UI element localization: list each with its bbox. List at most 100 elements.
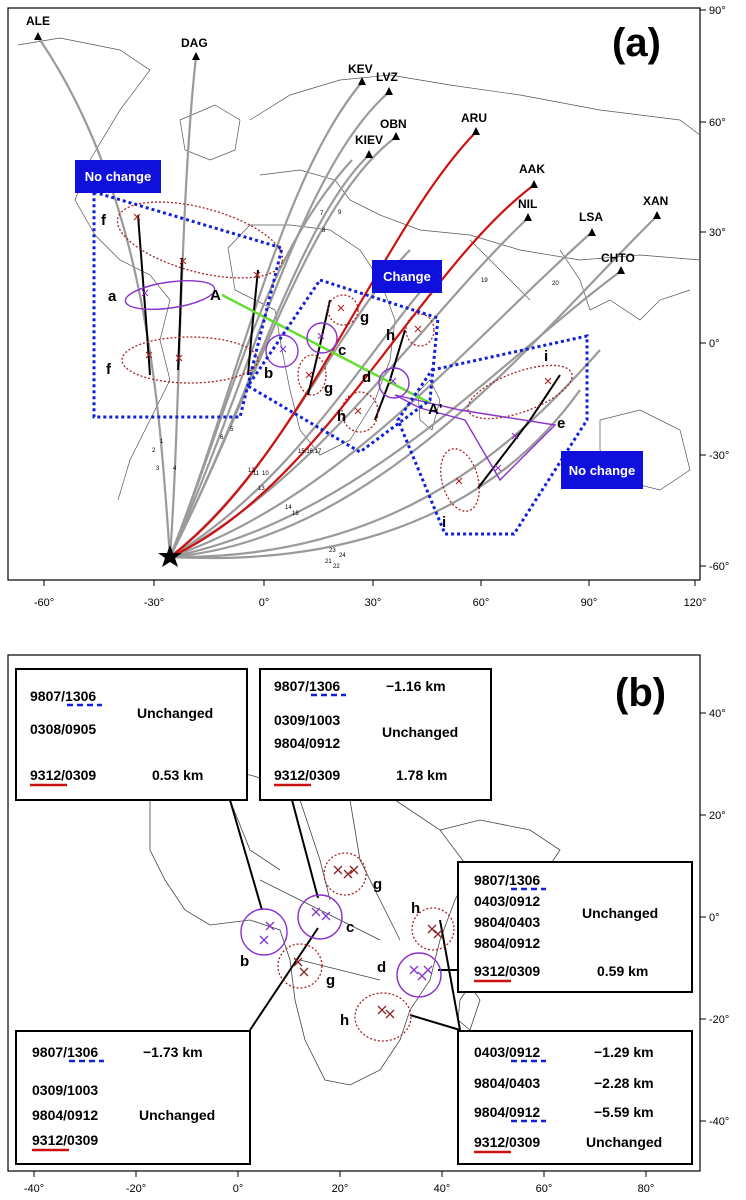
- lat-tick: 20°: [709, 810, 726, 822]
- info-box-b-region: 9807/1306 Unchanged 0308/0905 9312/0309 …: [15, 668, 248, 801]
- box-value: −1.16 km: [386, 678, 446, 694]
- dotted-ellipses-b: [277, 852, 455, 1042]
- badge-label: Change: [383, 269, 431, 284]
- path-number: 18: [292, 511, 299, 517]
- box-value: −1.29 km: [594, 1044, 654, 1060]
- badge-label: No change: [569, 463, 635, 478]
- info-box-h-region: 0403/0912 −1.29 km 9804/0403 −2.28 km 98…: [457, 1030, 693, 1165]
- region-boxes-a: [92, 189, 589, 536]
- region-label: a: [108, 288, 117, 305]
- badge-no-change-left: No change: [75, 160, 161, 193]
- lon-tick: 0°: [259, 597, 270, 609]
- path-s4: [169, 269, 441, 558]
- path-number: 10: [262, 471, 269, 477]
- info-box-c-region: 9807/1306 −1.16 km 0309/1003 Unchanged 9…: [259, 668, 492, 801]
- box-value: −2.28 km: [594, 1075, 654, 1091]
- region-label: e: [557, 415, 565, 432]
- station-label: KIEV: [355, 133, 383, 147]
- box-row-label: 9312/0309: [30, 767, 96, 783]
- box-row-label: 0309/1003: [274, 712, 340, 728]
- region-label: b: [264, 365, 273, 382]
- station-label: DAG: [181, 36, 208, 50]
- region-label: h: [340, 1012, 349, 1029]
- path-number: 4: [173, 466, 177, 472]
- region-label: g: [326, 972, 335, 989]
- path-number: 19: [481, 278, 488, 284]
- region-label: i: [442, 514, 446, 531]
- station-label: KEV: [348, 62, 373, 76]
- lon-tick: 0°: [233, 1183, 244, 1195]
- lat-tick-labels-a: 90° 60° 30° 0° -30° -60°: [709, 5, 729, 573]
- station-label: LSA: [579, 210, 603, 224]
- lon-tick: 40°: [434, 1183, 451, 1195]
- path-lvz: [168, 91, 390, 558]
- lon-tick: 60°: [536, 1183, 553, 1195]
- path-ale: [37, 36, 172, 558]
- lon-tick: -20°: [126, 1183, 146, 1195]
- region-label: d: [362, 369, 371, 386]
- lat-tick: 0°: [709, 912, 720, 924]
- box-row-label: 9804/0912: [32, 1107, 98, 1123]
- box-row-label: 0403/0912: [474, 893, 540, 909]
- region-label: f: [106, 361, 112, 378]
- box-row-label: 9804/0912: [474, 935, 540, 951]
- box-value: 1.78 km: [396, 767, 447, 783]
- region-label: d: [377, 959, 386, 976]
- path-number: 22: [333, 564, 340, 570]
- profile-line-a-a-prime: [221, 293, 431, 405]
- lat-tick: 60°: [709, 117, 726, 129]
- crosses-purple-b: [259, 907, 433, 981]
- region-label: h: [411, 900, 420, 917]
- panel-label-a: (a): [612, 21, 661, 65]
- box-row-label: 9807/1306: [474, 872, 540, 888]
- station-markers: [34, 32, 661, 274]
- panel-b: -40° -20° 0° 20° 40° 60° 80° 40° 20° 0° …: [7, 654, 729, 1195]
- box-row-label: 9807/1306: [30, 688, 96, 704]
- box-value: 0.59 km: [597, 963, 648, 979]
- region-label: A: [210, 287, 221, 304]
- path-s1: [169, 349, 601, 559]
- path-lsa: [169, 231, 593, 559]
- purple-regions-a: [124, 279, 557, 482]
- lat-tick: 0°: [709, 338, 720, 350]
- station-label: CHTO: [601, 251, 635, 265]
- path-number: 13: [258, 486, 265, 492]
- lon-tick-labels-b: -40° -20° 0° 20° 40° 60° 80°: [24, 1183, 654, 1195]
- region-label: c: [338, 342, 346, 359]
- path-numbers: 1 2 3 4 5 6 7 8 9 10 11 12 13 14 15,16,1…: [152, 210, 559, 570]
- path-number: 15,16,17: [298, 449, 322, 455]
- purple-circles-b: [240, 894, 442, 998]
- region-label: h: [337, 408, 346, 425]
- path-number: 2: [152, 448, 156, 454]
- lat-tick: -60°: [709, 561, 729, 573]
- lat-tick: 90°: [709, 5, 726, 17]
- coastlines-b: [149, 769, 561, 1086]
- path-number: 9: [338, 210, 342, 216]
- station-label: LVZ: [376, 70, 398, 84]
- path-number: 23: [329, 548, 336, 554]
- box-row-label: 9312/0309: [474, 963, 540, 979]
- crosses-red-b: [293, 865, 443, 1019]
- path-number: 7: [320, 211, 324, 217]
- path-k2: [168, 159, 353, 558]
- box-row-label: 9312/0309: [274, 767, 340, 783]
- path-number: 20: [552, 281, 559, 287]
- box-status: Unchanged: [382, 724, 458, 740]
- box-row-label: 9804/0403: [474, 1075, 540, 1091]
- badge-change: Change: [372, 260, 442, 293]
- info-box-g-region: 9807/1306 −1.73 km 0309/1003 9804/0912 U…: [15, 1030, 251, 1165]
- region-label: h: [386, 327, 395, 344]
- lon-tick: 60°: [473, 597, 490, 609]
- pierce-crosses-a: [133, 213, 552, 485]
- purple-crosses-a: [141, 289, 519, 472]
- station-label: ALE: [26, 14, 50, 28]
- box-row-label: 0309/1003: [32, 1082, 98, 1098]
- box-row-label: 9312/0309: [474, 1134, 540, 1150]
- source-star: [158, 545, 182, 567]
- lon-tick: -30°: [144, 597, 164, 609]
- path-number: 5: [230, 427, 234, 433]
- path-chto: [169, 270, 622, 559]
- lon-tick-labels-a: -60° -30° 0° 30° 60° 90° 120°: [34, 597, 707, 609]
- lon-tick: 80°: [638, 1183, 655, 1195]
